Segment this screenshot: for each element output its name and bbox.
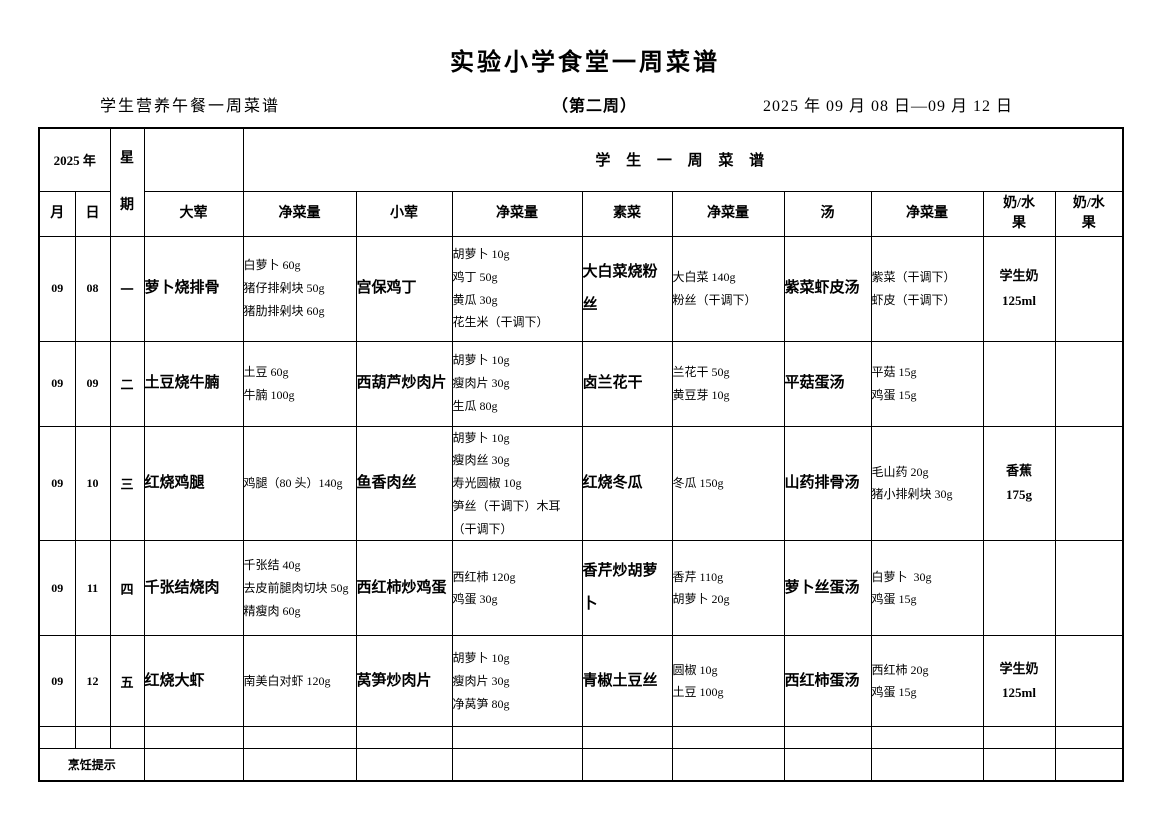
cell-main-dish: 红烧大虾 xyxy=(143,635,244,728)
subtitle-lunch-label: 学生营养午餐一周菜谱 xyxy=(100,98,281,115)
cell-milk-fruit-2 xyxy=(1054,540,1124,637)
cell-day: 08 xyxy=(74,235,111,342)
header-weekday-label: 星 期 xyxy=(109,127,145,237)
header-row-columns: 月 日 大荤 净菜量 小荤 净菜量 素菜 净菜量 汤 净菜量 奶/水 果 奶/水… xyxy=(38,190,1124,237)
cell-milk-fruit: 学生奶 125ml xyxy=(982,635,1056,728)
cell-small-qty: 胡萝卜 10g 瘦肉丝 30g 寿光圆椒 10g 笋丝（干调下）木耳（干调下） xyxy=(451,425,583,542)
cooking-tips-label: 烹饪提示 xyxy=(38,748,145,782)
cell-milk-fruit-2 xyxy=(1054,340,1124,427)
cell-month: 09 xyxy=(38,635,76,728)
cell-soup-qty: 西红柿 20g 鸡蛋 15g xyxy=(870,635,984,728)
cell-main-dish: 土豆烧牛腩 xyxy=(143,340,244,427)
col-header-day: 日 xyxy=(74,190,111,237)
menu-row-friday: 09 12 五 红烧大虾 南美白对虾 120g 莴笋炒肉片 胡萝卜 10g 瘦肉… xyxy=(38,635,1124,728)
cell-milk-fruit-2 xyxy=(1054,425,1124,542)
empty-row xyxy=(38,726,1124,750)
cell-day: 12 xyxy=(74,635,111,728)
cell-veg-dish: 卤兰花干 xyxy=(581,340,673,427)
cell-month: 09 xyxy=(38,540,76,637)
cell-milk-fruit: 学生奶 125ml xyxy=(982,235,1056,342)
cell-month: 09 xyxy=(38,340,76,427)
cell-main-qty: 南美白对虾 120g xyxy=(242,635,357,728)
menu-row-thursday: 09 11 四 千张结烧肉 千张结 40g 去皮前腿肉切块 50g 精瘦肉 60… xyxy=(38,540,1124,637)
cell-day: 11 xyxy=(74,540,111,637)
cell-small-dish: 西红柿炒鸡蛋 xyxy=(355,540,453,637)
cell-soup-qty: 平菇 15g 鸡蛋 15g xyxy=(870,340,984,427)
cell-weekday: 三 xyxy=(109,425,145,542)
col-header-main-dish: 大荤 xyxy=(143,190,244,237)
subtitle-date-range: 2025 年 09 月 08 日—09 月 12 日 xyxy=(763,98,1014,115)
cooking-tips-row: 烹饪提示 xyxy=(38,748,1124,782)
cell-month: 09 xyxy=(38,235,76,342)
cell-soup-dish: 山药排骨汤 xyxy=(783,425,872,542)
cell-main-dish: 红烧鸡腿 xyxy=(143,425,244,542)
cell-day: 10 xyxy=(74,425,111,542)
cell-soup-dish: 平菇蛋汤 xyxy=(783,340,872,427)
cell-soup-dish: 紫菜虾皮汤 xyxy=(783,235,872,342)
cell-veg-dish: 香芹炒胡萝卜 xyxy=(581,540,673,637)
header-empty-cell xyxy=(143,127,244,192)
cell-small-qty: 胡萝卜 10g 瘦肉片 30g 生瓜 80g xyxy=(451,340,583,427)
col-header-milk-fruit-2: 奶/水 果 xyxy=(1054,190,1124,237)
cell-small-dish: 莴笋炒肉片 xyxy=(355,635,453,728)
cell-veg-qty: 冬瓜 150g xyxy=(671,425,785,542)
cell-small-dish: 鱼香肉丝 xyxy=(355,425,453,542)
header-row-top: 2025 年 星 期 学 生 一 周 菜 谱 xyxy=(38,127,1124,237)
cell-milk-fruit xyxy=(982,340,1056,427)
col-header-net-4: 净菜量 xyxy=(870,190,984,237)
cell-veg-dish: 红烧冬瓜 xyxy=(581,425,673,542)
cell-soup-dish: 西红柿蛋汤 xyxy=(783,635,872,728)
header-year: 2025 年 xyxy=(38,127,111,192)
col-header-soup: 汤 xyxy=(783,190,872,237)
cell-milk-fruit: 香蕉 175g xyxy=(982,425,1056,542)
cell-month: 09 xyxy=(38,425,76,542)
cell-weekday: 四 xyxy=(109,540,145,637)
col-header-month: 月 xyxy=(38,190,76,237)
col-header-small-dish: 小荤 xyxy=(355,190,453,237)
cell-veg-qty: 圆椒 10g 土豆 100g xyxy=(671,635,785,728)
cell-soup-qty: 紫菜（干调下） 虾皮（干调下） xyxy=(870,235,984,342)
cell-soup-qty: 毛山药 20g 猪小排剁块 30g xyxy=(870,425,984,542)
cell-veg-qty: 大白菜 140g 粉丝（干调下） xyxy=(671,235,785,342)
menu-row-tuesday: 09 09 二 土豆烧牛腩 土豆 60g 牛腩 100g 西葫芦炒肉片 胡萝卜 … xyxy=(38,340,1124,427)
cell-weekday: 五 xyxy=(109,635,145,728)
page-title: 实验小学食堂一周菜谱 xyxy=(450,50,720,76)
cell-milk-fruit-2 xyxy=(1054,635,1124,728)
cell-small-qty: 西红柿 120g 鸡蛋 30g xyxy=(451,540,583,637)
col-header-milk-fruit-1: 奶/水 果 xyxy=(982,190,1056,237)
cell-veg-dish: 青椒土豆丝 xyxy=(581,635,673,728)
cell-main-dish: 萝卜烧排骨 xyxy=(143,235,244,342)
cell-main-dish: 千张结烧肉 xyxy=(143,540,244,637)
menu-row-wednesday: 09 10 三 红烧鸡腿 鸡腿（80 头）140g 鱼香肉丝 胡萝卜 10g 瘦… xyxy=(38,425,1124,542)
cell-milk-fruit-2 xyxy=(1054,235,1124,342)
col-header-net-2: 净菜量 xyxy=(451,190,583,237)
cell-veg-qty: 香芹 110g 胡萝卜 20g xyxy=(671,540,785,637)
col-header-veg-dish: 素菜 xyxy=(581,190,673,237)
cell-main-qty: 土豆 60g 牛腩 100g xyxy=(242,340,357,427)
cell-main-qty: 千张结 40g 去皮前腿肉切块 50g 精瘦肉 60g xyxy=(242,540,357,637)
cell-small-qty: 胡萝卜 10g 鸡丁 50g 黄瓜 30g 花生米（干调下） xyxy=(451,235,583,342)
cell-day: 09 xyxy=(74,340,111,427)
cell-veg-dish: 大白菜烧粉丝 xyxy=(581,235,673,342)
header-banner: 学 生 一 周 菜 谱 xyxy=(242,127,1124,192)
col-header-net-1: 净菜量 xyxy=(242,190,357,237)
cell-small-qty: 胡萝卜 10g 瘦肉片 30g 净莴笋 80g xyxy=(451,635,583,728)
col-header-net-3: 净菜量 xyxy=(671,190,785,237)
cell-small-dish: 宫保鸡丁 xyxy=(355,235,453,342)
cell-main-qty: 白萝卜 60g 猪仔排剁块 50g 猪肋排剁块 60g xyxy=(242,235,357,342)
cell-small-dish: 西葫芦炒肉片 xyxy=(355,340,453,427)
subtitle-week-number: （第二周） xyxy=(552,98,638,115)
cell-soup-qty: 白萝卜 30g 鸡蛋 15g xyxy=(870,540,984,637)
menu-row-monday: 09 08 一 萝卜烧排骨 白萝卜 60g 猪仔排剁块 50g 猪肋排剁块 60… xyxy=(38,235,1124,342)
cell-soup-dish: 萝卜丝蛋汤 xyxy=(783,540,872,637)
cell-milk-fruit xyxy=(982,540,1056,637)
cell-weekday: 一 xyxy=(109,235,145,342)
weekly-menu-table: 2025 年 星 期 学 生 一 周 菜 谱 月 日 大荤 净菜量 小荤 净菜量… xyxy=(38,127,1125,782)
cell-veg-qty: 兰花干 50g 黄豆芽 10g xyxy=(671,340,785,427)
cell-weekday: 二 xyxy=(109,340,145,427)
cell-main-qty: 鸡腿（80 头）140g xyxy=(242,425,357,542)
